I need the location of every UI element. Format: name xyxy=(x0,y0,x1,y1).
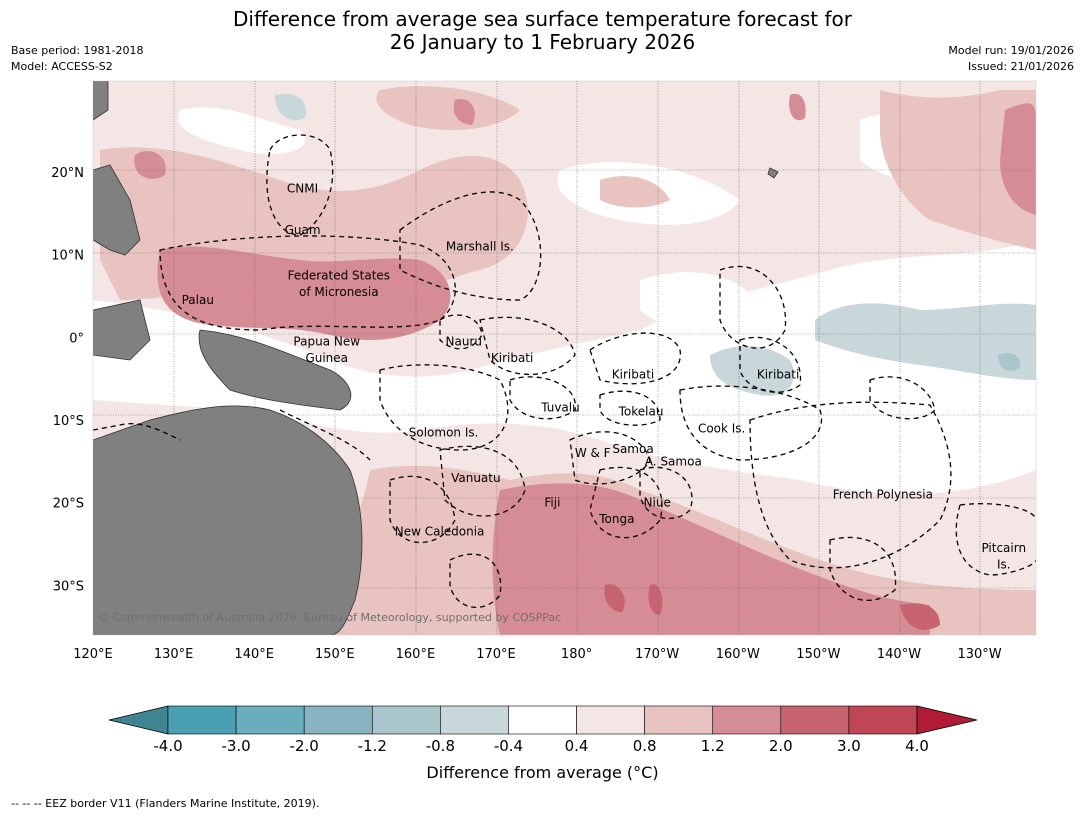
place-label: A. Samoa xyxy=(645,454,702,468)
graticule xyxy=(93,81,1036,635)
lon-label: 160°W xyxy=(716,647,760,662)
colorbar-tick-label: -0.8 xyxy=(426,737,455,755)
colorbar-tick-label: 0.4 xyxy=(565,737,589,755)
map-frame xyxy=(92,80,1037,636)
place-label: Fiji xyxy=(544,496,560,510)
colorbar-tick-label: -3.0 xyxy=(221,737,250,755)
lat-label: 10°N xyxy=(51,249,84,264)
place-label: CNMI xyxy=(287,181,318,195)
lon-label: 140°E xyxy=(234,647,274,662)
colorbar-tick-label: 3.0 xyxy=(837,737,861,755)
colorbar-tick-label: -2.0 xyxy=(290,737,319,755)
place-label: Samoa xyxy=(612,442,653,456)
longitude-labels: 120°E 130°E 140°E 150°E 160°E 170°E 180° 170°W 1… xyxy=(73,647,1002,662)
colorbar-segment xyxy=(371,705,441,735)
place-label: Pitcairn xyxy=(981,541,1026,555)
place-label: Kiribati xyxy=(612,368,654,382)
place-label: Kiribati xyxy=(491,351,533,365)
colorbar-segment xyxy=(508,705,577,735)
copyright-text: © Commonwealth of Australia 2026, Bureau… xyxy=(98,611,561,624)
place-label: W & F xyxy=(575,446,611,460)
colorbar-tick-label: 4.0 xyxy=(905,737,929,755)
latitude-labels: 20°N 10°N 0° 10°S 20°S 30°S xyxy=(51,166,84,594)
colorbar-segment xyxy=(303,705,373,735)
place-label: Cook Is. xyxy=(698,421,745,435)
place-labels: CNMI Guam Marshall Is. Federated States of M… xyxy=(182,181,1026,571)
lon-label: 170°W xyxy=(635,647,679,662)
base-period: Base period: 1981-2018 xyxy=(11,44,144,57)
lat-label: 30°S xyxy=(53,579,84,594)
asia-coast xyxy=(93,81,109,121)
philippines xyxy=(93,164,141,256)
colorbar-segment xyxy=(440,705,509,735)
lat-label: 20°S xyxy=(53,497,84,512)
lat-label: 0° xyxy=(69,331,84,346)
colorbar: -4.0 -3.0 -2.0 -1.2 -0.8 -0.4 0.4 0.8 1.2 2.0 3.0 4… xyxy=(108,705,978,755)
title-line-1: Difference from average sea surface temp… xyxy=(232,7,852,31)
colorbar-segment xyxy=(712,705,782,735)
map-panel: © Commonwealth of Australia 2026, Bureau… xyxy=(93,81,1036,635)
lat-label: 20°N xyxy=(51,166,84,181)
place-label: Tokelau xyxy=(618,405,664,419)
place-label: Nauru xyxy=(446,334,482,348)
place-label: Kiribati xyxy=(757,368,799,382)
place-label: Tuvalu xyxy=(540,401,580,415)
page-title: Difference from average sea surface temp… xyxy=(0,8,1085,54)
colorbar-segment xyxy=(167,705,237,735)
place-label: of Micronesia xyxy=(299,285,379,299)
place-label: Is. xyxy=(997,558,1011,572)
lon-label: 140°W xyxy=(877,647,921,662)
lon-label: 130°E xyxy=(154,647,194,662)
lon-label: 170°E xyxy=(476,647,516,662)
model-name: Model: ACCESS-S2 xyxy=(11,60,113,73)
model-run: Model run: 19/01/2026 xyxy=(948,44,1074,57)
colorbar-tick-label: 1.2 xyxy=(701,737,725,755)
eez-borders xyxy=(93,134,1036,608)
lon-label: 150°W xyxy=(796,647,840,662)
place-label: Vanuatu xyxy=(451,471,501,485)
place-label: Guam xyxy=(285,223,321,237)
colorbar-tick-label: -0.4 xyxy=(494,737,523,755)
place-label: French Polynesia xyxy=(833,487,933,501)
place-label: Papua New xyxy=(293,334,360,348)
australia xyxy=(93,405,363,635)
run-info-right: Model run: 19/01/2026 Issued: 21/01/2026 xyxy=(948,43,1074,75)
run-info-left: Base period: 1981-2018 Model: ACCESS-S2 xyxy=(11,43,143,75)
indonesia xyxy=(93,299,151,361)
colorbar-segment xyxy=(576,705,645,735)
place-label: Solomon Is. xyxy=(409,425,479,439)
new-guinea xyxy=(198,329,352,411)
place-label: Tonga xyxy=(598,512,634,526)
colorbar-title: Difference from average (°C) xyxy=(426,763,659,782)
colorbar-segment xyxy=(644,705,714,735)
colorbar-tick-label: -4.0 xyxy=(153,737,182,755)
issued-date: Issued: 21/01/2026 xyxy=(967,60,1074,73)
place-label: Palau xyxy=(182,293,214,307)
place-label: Marshall Is. xyxy=(446,239,514,253)
colorbar-tick-label: 0.8 xyxy=(633,737,657,755)
lon-label: 150°E xyxy=(315,647,355,662)
place-label: New Caledonia xyxy=(395,525,485,539)
colorbar-extend-high xyxy=(916,705,978,735)
place-label: Niue xyxy=(644,496,671,510)
place-label: Guinea xyxy=(305,351,348,365)
title-line-2: 26 January to 1 February 2026 xyxy=(389,30,696,54)
landmass xyxy=(93,81,779,635)
hawaii xyxy=(767,167,779,179)
lat-label: 10°S xyxy=(53,414,84,429)
colorbar-extend-low xyxy=(108,705,169,735)
place-label: Federated States xyxy=(288,268,390,282)
lon-label: 120°E xyxy=(73,647,113,662)
colorbar-tick-label: -1.2 xyxy=(358,737,387,755)
colorbar-segment xyxy=(780,705,850,735)
colorbar-tick-label: 2.0 xyxy=(769,737,793,755)
colorbar-segment xyxy=(848,705,918,735)
lon-label: 160°E xyxy=(396,647,436,662)
lon-label: 180° xyxy=(561,647,592,662)
lon-label: 130°W xyxy=(957,647,1001,662)
eez-footnote: -- -- -- EEZ border V11 (Flanders Marine… xyxy=(11,797,320,810)
colorbar-segment xyxy=(235,705,305,735)
